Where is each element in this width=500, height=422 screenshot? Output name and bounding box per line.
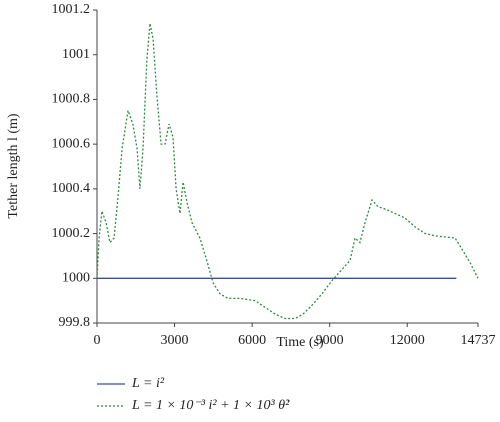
y-tick-label: 1001.2: [52, 2, 91, 17]
y-tick-label: 1000.4: [52, 181, 91, 196]
x-tick-label: 12000: [390, 333, 425, 348]
x-tick-label: 9000: [316, 333, 344, 348]
y-tick-label: 1000.2: [52, 226, 91, 241]
x-tick-label: 6000: [238, 333, 266, 348]
x-tick-label: 14737: [461, 333, 496, 348]
y-tick-label: 1000.6: [52, 136, 91, 151]
y-tick-label: 1000.8: [52, 92, 91, 107]
y-tick-label: 1001: [62, 47, 90, 62]
y-tick-label: 1000: [62, 271, 90, 286]
x-axis-label: Time (s): [276, 335, 324, 350]
x-tick-label: 0: [94, 333, 101, 348]
series-line: [96, 23, 479, 320]
x-tick-label: 3000: [161, 333, 189, 348]
y-tick-label: 999.8: [59, 315, 91, 330]
legend-label: L = i²: [131, 376, 165, 391]
y-axis-label: Tether length l (m): [6, 113, 21, 218]
legend-label: L = 1 × 10⁻³ i² + 1 × 10³ θ̇²: [131, 398, 290, 413]
